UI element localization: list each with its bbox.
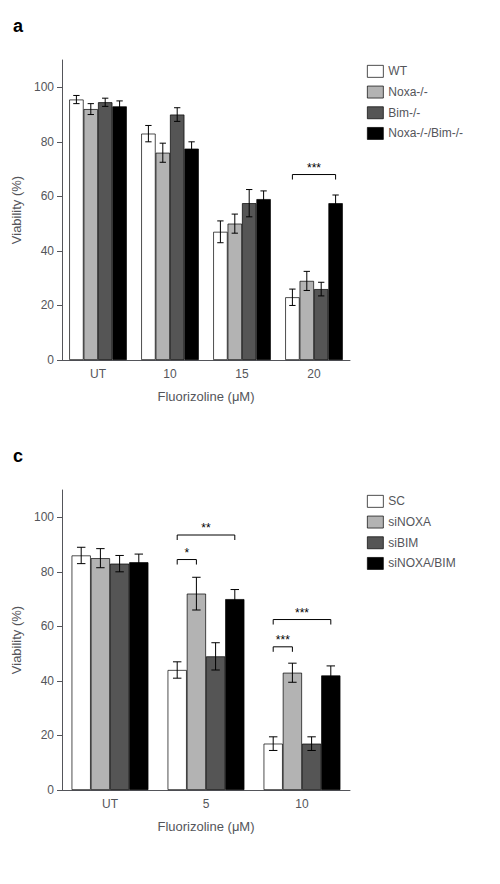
svg-text:20: 20 [41, 728, 55, 742]
svg-text:80: 80 [41, 565, 55, 579]
svg-text:siNOXA/BIM: siNOXA/BIM [388, 556, 455, 570]
svg-text:10: 10 [163, 367, 177, 381]
svg-text:WT: WT [388, 64, 407, 78]
svg-text:***: *** [276, 633, 290, 647]
svg-text:**: ** [201, 521, 211, 535]
svg-text:15: 15 [235, 367, 249, 381]
svg-text:UT: UT [102, 797, 119, 811]
svg-text:a: a [13, 16, 24, 36]
svg-text:Noxa-/-: Noxa-/- [388, 85, 427, 99]
svg-text:0: 0 [47, 783, 54, 797]
svg-text:10: 10 [295, 797, 309, 811]
svg-text:80: 80 [41, 135, 55, 149]
svg-text:siBIM: siBIM [388, 536, 418, 550]
svg-text:20: 20 [41, 298, 55, 312]
svg-text:UT: UT [90, 367, 107, 381]
svg-text:***: *** [295, 606, 309, 620]
svg-text:SC: SC [388, 494, 405, 508]
svg-text:40: 40 [41, 244, 55, 258]
svg-text:Noxa-/-/Bim-/-: Noxa-/-/Bim-/- [388, 126, 463, 140]
svg-text:40: 40 [41, 674, 55, 688]
svg-text:Fluorizoline (μM): Fluorizoline (μM) [157, 389, 254, 404]
svg-text:60: 60 [41, 619, 55, 633]
svg-text:Fluorizoline (μM): Fluorizoline (μM) [157, 819, 254, 834]
svg-text:100: 100 [34, 510, 54, 524]
svg-text:c: c [13, 446, 23, 466]
svg-text:100: 100 [34, 80, 54, 94]
svg-text:Bim-/-: Bim-/- [388, 106, 420, 120]
svg-text:Viability (%): Viability (%) [9, 606, 24, 674]
svg-text:60: 60 [41, 189, 55, 203]
svg-text:5: 5 [203, 797, 210, 811]
svg-text:20: 20 [307, 367, 321, 381]
svg-text:***: *** [307, 161, 321, 175]
svg-text:0: 0 [47, 353, 54, 367]
svg-text:*: * [184, 546, 189, 560]
svg-text:siNOXA: siNOXA [388, 515, 431, 529]
svg-text:Viability (%): Viability (%) [9, 176, 24, 244]
